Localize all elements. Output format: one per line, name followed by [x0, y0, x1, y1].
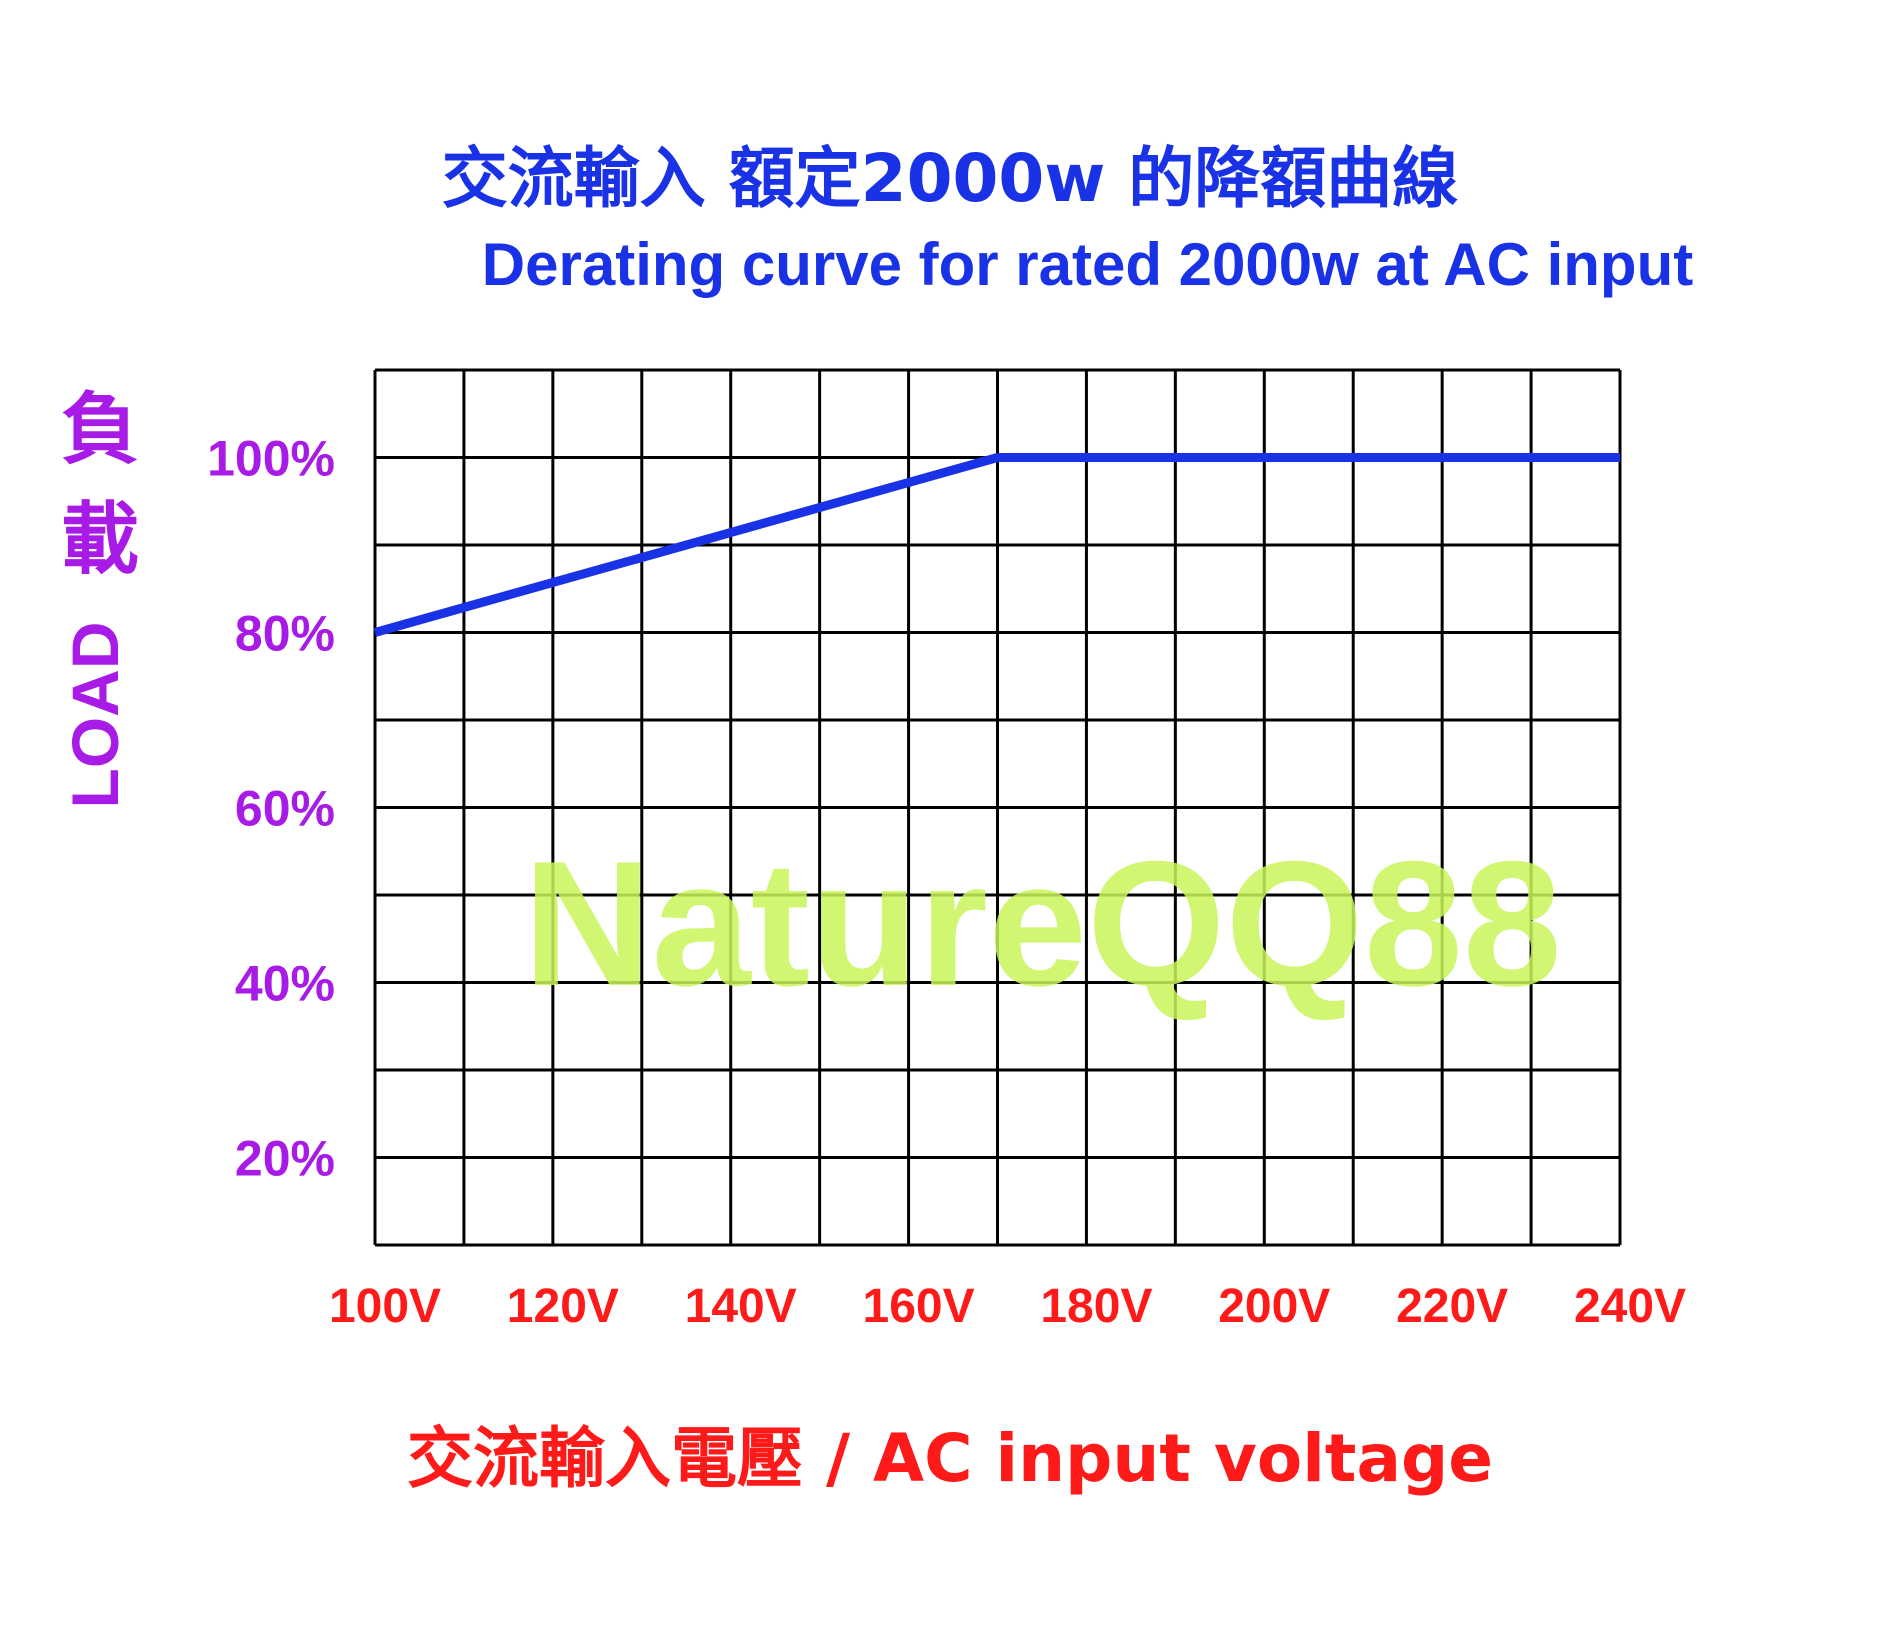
y-axis-label-zh: 負載	[60, 385, 139, 585]
x-tick-label: 220V	[1396, 1280, 1508, 1333]
grid	[373, 368, 1622, 1247]
series-line	[373, 453, 1620, 637]
y-tick-label: 40%	[235, 956, 335, 1012]
chart-title: 交流輸入 額定2000w 的降額曲線	[441, 140, 1459, 217]
x-tick-label: 120V	[507, 1280, 619, 1333]
watermark-layer: NatureQQ88	[523, 824, 1562, 1023]
watermark-text: NatureQQ88	[523, 824, 1562, 1023]
y-tick-label: 100%	[207, 431, 335, 487]
x-tick-label: 240V	[1574, 1280, 1686, 1333]
x-tick-labels: 100V 120V 140V 160V 180V 200V 220V 240V	[329, 1280, 1686, 1333]
chart-subtitle: Derating curve for rated 2000w at AC inp…	[481, 231, 1694, 298]
x-tick-label: 180V	[1040, 1280, 1152, 1333]
y-tick-labels: 100% 80% 60% 40% 20%	[207, 431, 335, 1187]
y-tick-label: 80%	[235, 606, 335, 662]
x-tick-label: 100V	[329, 1280, 441, 1333]
series-layer	[373, 453, 1620, 637]
x-tick-label: 200V	[1218, 1280, 1330, 1333]
y-tick-label: 20%	[235, 1131, 335, 1187]
x-axis-label: 交流輸入電壓 / AC input voltage	[406, 1420, 1493, 1497]
y-tick-label: 60%	[235, 781, 335, 837]
x-tick-label: 140V	[685, 1280, 797, 1333]
x-tick-label: 160V	[863, 1280, 975, 1333]
